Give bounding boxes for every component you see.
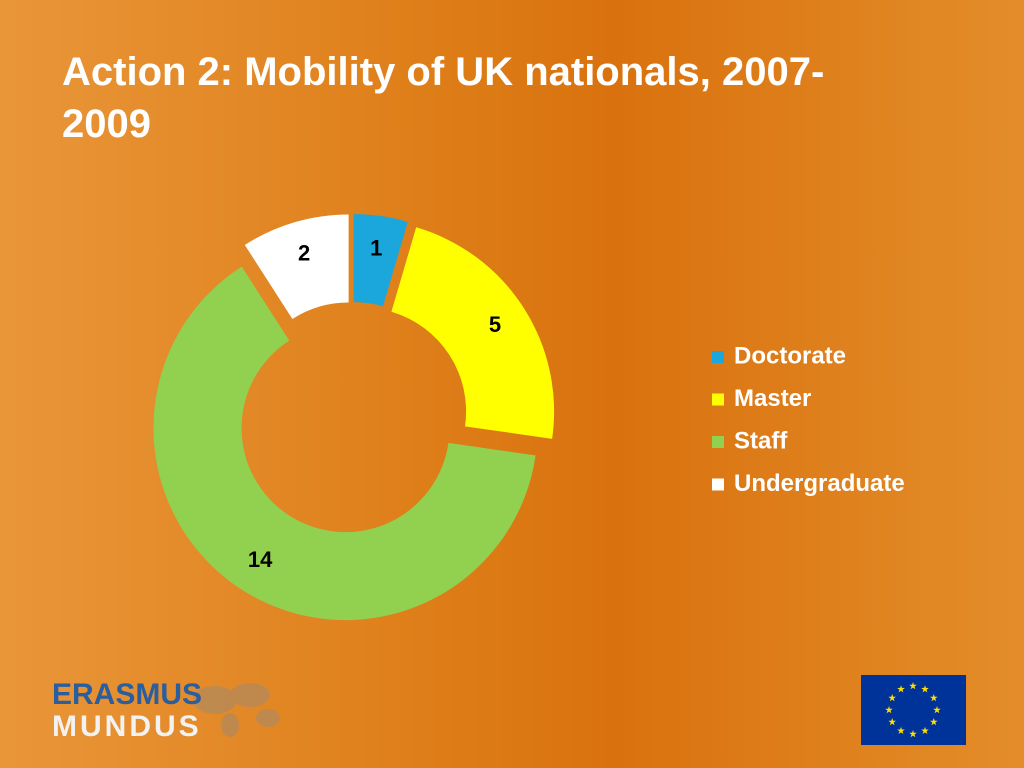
world-map-icon [193, 683, 280, 737]
flag-star [909, 730, 917, 738]
flag-star [933, 706, 941, 714]
flag-star [897, 685, 905, 693]
donut-slice [244, 214, 349, 319]
legend-swatch [712, 478, 724, 491]
data-label: 2 [298, 241, 310, 266]
legend-label: Doctorate [734, 342, 846, 369]
logo-text: ERASMUS [52, 678, 202, 711]
flag-star [930, 718, 938, 726]
flag-star [930, 694, 938, 702]
legend-label: Master [734, 385, 811, 412]
flag-star [888, 694, 896, 702]
flag-star [888, 718, 896, 726]
flag-star [921, 726, 929, 734]
legend-swatch [712, 436, 724, 448]
legend-label: Undergraduate [734, 470, 905, 497]
logo-text: MUNDUS [52, 710, 202, 743]
eu-flag [861, 675, 966, 745]
data-label: 5 [489, 312, 501, 337]
data-label: 1 [370, 236, 382, 261]
legend-swatch [712, 351, 724, 363]
data-label: 14 [248, 547, 273, 572]
flag-star [921, 685, 929, 693]
legend-swatch [712, 393, 724, 406]
legend-label: Staff [734, 427, 788, 454]
flag-star [885, 706, 893, 714]
donut-slice [153, 266, 536, 621]
logo: ERASMUS MUNDUS [52, 678, 280, 743]
flag-star [909, 682, 917, 690]
flag-star [897, 726, 905, 734]
donut-slice [391, 227, 555, 439]
flag-stars [885, 682, 941, 738]
donut-slice [353, 214, 408, 307]
chart-title: Action 2: Mobility of UK nationals, 2007… [62, 50, 825, 146]
